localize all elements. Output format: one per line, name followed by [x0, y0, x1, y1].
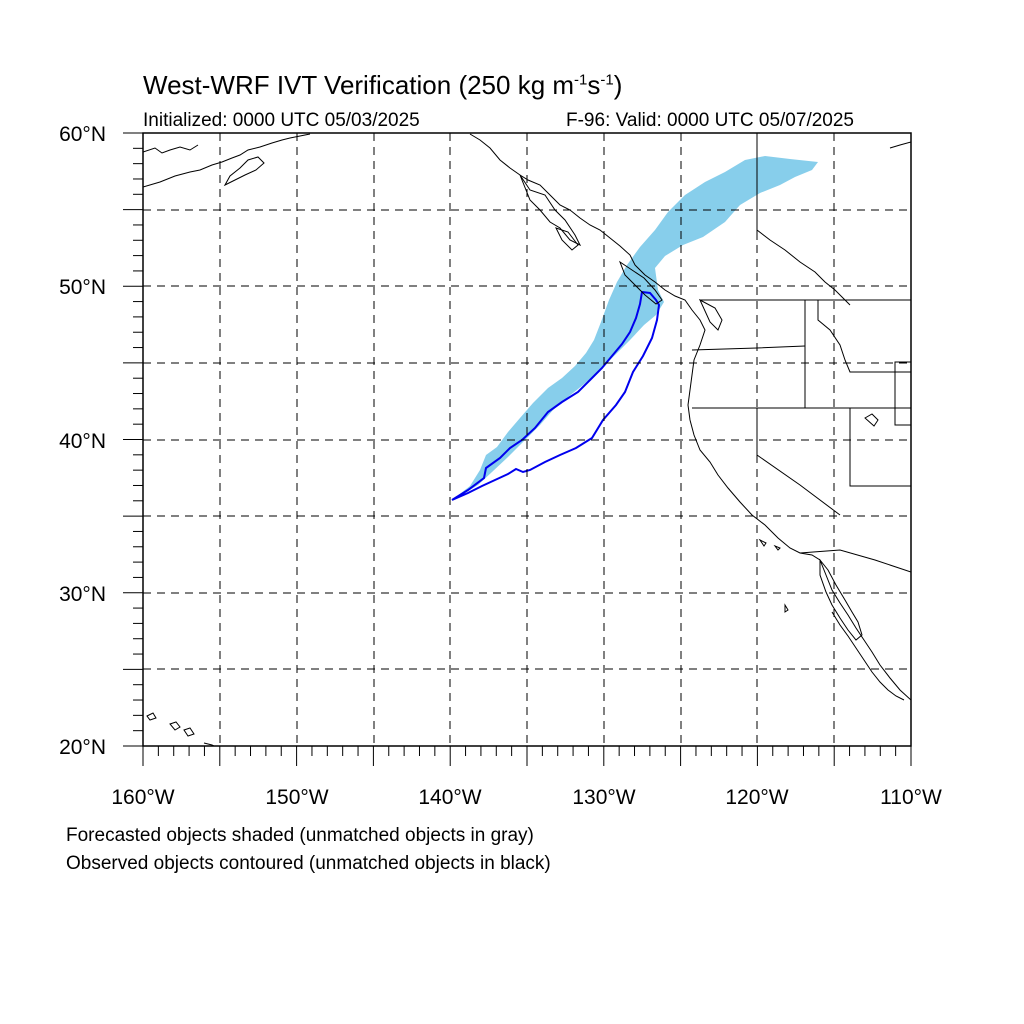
forecast-note: Forecasted objects shaded (unmatched obj…	[66, 825, 534, 846]
lon-label-150w: 150°W	[265, 786, 328, 809]
latitude-labels: 60°N 50°N 40°N 30°N 20°N	[59, 123, 106, 759]
initialized-time: Initialized: 0000 UTC 05/03/2025	[143, 110, 420, 131]
lon-label-140w: 140°W	[418, 786, 481, 809]
observed-ivt-contour	[451, 290, 661, 501]
lat-label-20: 20°N	[59, 736, 106, 759]
lat-label-60: 60°N	[59, 123, 106, 146]
chart-title: West-WRF IVT Verification (250 kg m-1s-1…	[143, 70, 623, 100]
lat-label-50: 50°N	[59, 276, 106, 299]
political-borders	[691, 133, 911, 573]
valid-time: F-96: Valid: 0000 UTC 05/07/2025	[566, 110, 854, 131]
forecast-ivt-object	[452, 156, 818, 500]
observed-note: Observed objects contoured (unmatched ob…	[66, 853, 551, 874]
gridlines	[143, 133, 911, 746]
longitude-labels: 160°W 150°W 140°W 130°W 120°W 110°W	[111, 786, 942, 809]
axis-ticks	[123, 132, 912, 766]
lon-label-120w: 120°W	[725, 786, 788, 809]
lat-label-40: 40°N	[59, 430, 106, 453]
lon-label-110w: 110°W	[880, 786, 942, 809]
lat-label-30: 30°N	[59, 583, 106, 606]
lon-label-160w: 160°W	[111, 786, 174, 809]
lon-label-130w: 130°W	[572, 786, 635, 809]
